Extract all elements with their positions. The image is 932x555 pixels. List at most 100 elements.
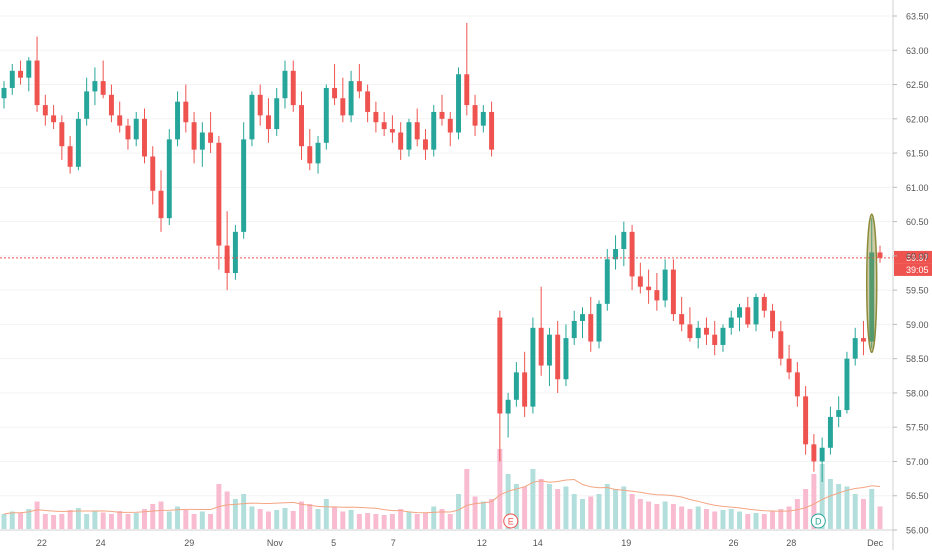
volume-bar <box>274 510 280 529</box>
volume-bars <box>1 449 883 529</box>
candle-body <box>761 296 767 311</box>
y-tick-label: 60.50 <box>906 217 929 227</box>
x-tick-label: 24 <box>96 538 106 548</box>
highlight-ellipse <box>865 213 878 354</box>
candle-body <box>183 101 189 123</box>
candle-body <box>26 60 32 78</box>
x-tick-label: 7 <box>391 538 396 548</box>
candle-body <box>604 259 610 304</box>
candle-body <box>274 98 280 130</box>
candle-body <box>464 74 470 106</box>
volume-bar <box>753 513 759 529</box>
candle-body <box>125 125 131 140</box>
volume-bar <box>869 489 875 529</box>
candle-body <box>1 87 7 99</box>
volume-bar <box>117 511 123 529</box>
event-marker-letter: E <box>508 517 514 527</box>
volume-bar <box>389 514 395 529</box>
volume-bar <box>489 499 495 529</box>
volume-bar <box>249 506 255 529</box>
candle-body <box>356 81 362 92</box>
volume-moving-average <box>3 478 881 515</box>
candle-body <box>505 399 511 414</box>
candle-body <box>406 122 412 150</box>
candle-body <box>340 98 346 116</box>
x-tick-label: 19 <box>621 538 631 548</box>
candle-body <box>803 396 809 445</box>
volume-bar <box>555 489 561 529</box>
candle-body <box>348 81 354 116</box>
candle-body <box>819 447 825 462</box>
volume-bar <box>183 510 189 529</box>
volume-bar <box>125 514 131 529</box>
volume-bar <box>431 506 437 529</box>
volume-bar <box>637 499 643 529</box>
volume-bar <box>497 449 503 529</box>
volume-bar <box>530 469 536 529</box>
candles <box>1 22 883 483</box>
candle-body <box>398 132 404 150</box>
candle-body <box>860 338 866 342</box>
volume-bar <box>315 509 321 529</box>
candle-body <box>613 249 619 260</box>
volume-bar <box>563 486 569 529</box>
volume-bar <box>224 491 230 529</box>
event-marker-d[interactable]: D <box>810 513 826 529</box>
volume-bar <box>340 511 346 529</box>
volume-bar <box>299 501 304 529</box>
event-marker-circle[interactable] <box>810 513 826 529</box>
event-marker-circle[interactable] <box>503 513 519 529</box>
volume-bar <box>546 484 552 529</box>
candle-body <box>877 252 883 258</box>
volume-bar <box>84 514 90 529</box>
candle-body <box>315 142 321 164</box>
candle-body <box>629 231 635 277</box>
volume-bar <box>538 479 544 529</box>
candle-body <box>637 276 643 287</box>
candle-body <box>67 146 73 167</box>
volume-bar <box>365 513 371 529</box>
volume-bar <box>720 510 726 529</box>
y-tick-label: 63.00 <box>906 46 929 56</box>
candle-body <box>9 70 15 88</box>
candle-body <box>621 231 627 250</box>
candle-body <box>208 132 214 143</box>
candle-body <box>827 416 833 448</box>
volume-bar <box>571 494 577 529</box>
y-tick-label: 61.50 <box>906 149 929 159</box>
y-tick-label: 56.00 <box>906 526 929 536</box>
volume-bar <box>290 511 296 529</box>
candle-body <box>844 358 850 411</box>
candle-body <box>530 327 536 407</box>
candle-body <box>265 115 271 130</box>
volume-bar <box>42 514 48 529</box>
candle-body <box>811 444 817 462</box>
price-axis[interactable]: 56.00 56.50 57.00 57.50 58.00 58.50 59.00 59.50… <box>892 0 929 550</box>
volume-bar <box>199 511 205 529</box>
candle-body <box>199 132 205 150</box>
volume-bar <box>26 509 32 529</box>
volume-bar <box>472 496 478 529</box>
candle-body <box>290 70 296 106</box>
volume-bar <box>150 504 156 529</box>
current-price-line: 59.97 39:05 <box>0 250 932 276</box>
volume-bar <box>18 513 24 529</box>
candle-body <box>703 327 709 335</box>
volume-bar <box>381 515 387 529</box>
candle-body <box>257 94 263 116</box>
event-marker-e[interactable]: E <box>503 513 519 529</box>
candle-body <box>431 111 437 150</box>
volume-bar <box>712 511 718 529</box>
volume-bar <box>34 501 40 529</box>
y-tick-label: 62.50 <box>906 80 929 90</box>
volume-bar <box>191 514 197 529</box>
highlight-ellipse-shape <box>865 213 878 354</box>
volume-bar <box>158 501 164 529</box>
candle-body <box>720 327 726 345</box>
volume-bar <box>836 484 842 529</box>
y-tick-label: 58.00 <box>906 388 929 398</box>
time-axis[interactable]: 22 24 29 Nov 5 7 12 14 19 26 28 Dec <box>0 529 893 548</box>
